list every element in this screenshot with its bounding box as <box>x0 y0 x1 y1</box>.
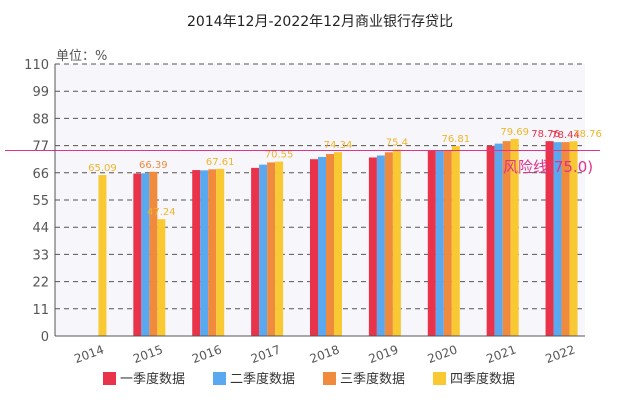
legend-entry: 二季度数据 <box>230 371 295 387</box>
bar-2019-4 <box>392 149 401 336</box>
bar-2019-3 <box>384 152 393 336</box>
bar-2015-4 <box>157 219 166 336</box>
x-tick-label: 2019 <box>367 342 400 366</box>
bar-2019-1 <box>368 157 377 336</box>
bar-2020-3 <box>443 150 452 336</box>
bar-2017-3 <box>267 162 276 336</box>
y-tick-label: 55 <box>32 194 49 209</box>
bar-2020-1 <box>427 150 436 336</box>
legend-entry: 一季度数据 <box>120 371 185 387</box>
bar-2018-3 <box>326 154 334 336</box>
x-tick-label: 2020 <box>426 342 459 366</box>
bar-2021-4 <box>510 138 519 336</box>
chart-title: 2014年12月-2022年12月商业银行存贷比 <box>187 14 453 30</box>
bar-2017-2 <box>259 164 268 336</box>
data-label: 65.09 <box>88 163 117 174</box>
bar-2015-2 <box>141 173 150 336</box>
y-tick-label: 99 <box>32 85 49 100</box>
y-tick-label: 44 <box>32 221 49 236</box>
data-label: 74.34 <box>324 140 353 151</box>
y-tick-label: 66 <box>32 167 49 182</box>
bar-2014-4 <box>98 175 107 336</box>
data-label: 75.4 <box>386 138 408 149</box>
bar-2022-1 <box>545 141 554 336</box>
y-tick-label: 0 <box>41 330 49 345</box>
x-tick-label: 2022 <box>543 342 576 366</box>
bar-2020-4 <box>451 146 460 336</box>
bar-2015-3 <box>149 171 158 336</box>
legend-swatch <box>323 372 336 385</box>
risk-line-label: 风险线(75.0) <box>503 158 593 176</box>
bar-2022-3 <box>561 142 570 336</box>
bar-2021-1 <box>486 145 495 336</box>
x-tick-label: 2015 <box>131 342 164 366</box>
legend-entry: 三季度数据 <box>340 371 405 387</box>
data-label: 78.44 <box>551 130 580 141</box>
data-label: 79.69 <box>500 127 529 138</box>
y-axis-ticks: 0 11 22 33 44 55 66 77 88 99 110 <box>24 58 49 345</box>
data-label: 66.39 <box>139 160 168 171</box>
bar-2016-4 <box>216 168 225 336</box>
bar-2016-1 <box>192 170 201 336</box>
legend-swatch <box>103 372 116 385</box>
y-tick-label: 88 <box>32 112 49 127</box>
bars <box>98 138 578 336</box>
bar-2020-2 <box>435 150 444 336</box>
data-label: 78.76 <box>573 129 602 140</box>
y-tick-label: 11 <box>32 303 49 318</box>
bar-2015-1 <box>133 173 142 336</box>
legend-swatch <box>213 372 226 385</box>
data-label: 70.55 <box>265 150 294 161</box>
bar-2018-1 <box>310 159 318 336</box>
bar-2018-2 <box>318 156 326 336</box>
legend-entry: 四季度数据 <box>450 371 515 387</box>
bar-2021-2 <box>494 143 503 336</box>
bar-2021-3 <box>502 141 511 336</box>
bar-2022-4 <box>569 141 578 336</box>
x-axis-ticks: 2014 2015 2016 2017 2018 2019 2020 2021 2022 <box>72 342 577 366</box>
bar-2017-1 <box>251 167 260 336</box>
bar-2019-2 <box>376 155 385 336</box>
y-tick-label: 22 <box>32 276 49 291</box>
bar-2016-3 <box>208 169 217 336</box>
x-tick-label: 2017 <box>249 342 282 366</box>
data-labels: 65.09 66.39 47.24 67.61 70.55 74.34 75.4 76.81 7… <box>88 127 602 218</box>
y-tick-label: 33 <box>32 248 49 263</box>
bar-2022-2 <box>553 142 562 336</box>
y-axis-unit: 单位：% <box>56 49 107 64</box>
x-tick-label: 2018 <box>308 342 341 366</box>
x-tick-label: 2014 <box>72 342 105 366</box>
bar-2016-2 <box>200 170 209 336</box>
legend-swatch <box>433 372 446 385</box>
y-tick-label: 110 <box>24 58 49 73</box>
data-label: 76.81 <box>441 134 470 145</box>
data-label: 78.76 <box>531 129 560 140</box>
data-label: 67.61 <box>206 157 235 168</box>
legend: 一季度数据 二季度数据 三季度数据 四季度数据 <box>103 371 515 387</box>
bar-2018-4 <box>334 152 342 336</box>
y-tick-label: 77 <box>32 140 49 155</box>
bar-2017-4 <box>275 161 284 336</box>
x-tick-label: 2021 <box>485 342 518 366</box>
data-label: 47.24 <box>147 207 176 218</box>
risk-line-group: 风险线(75.0) <box>5 150 600 176</box>
x-tick-label: 2016 <box>190 342 223 366</box>
